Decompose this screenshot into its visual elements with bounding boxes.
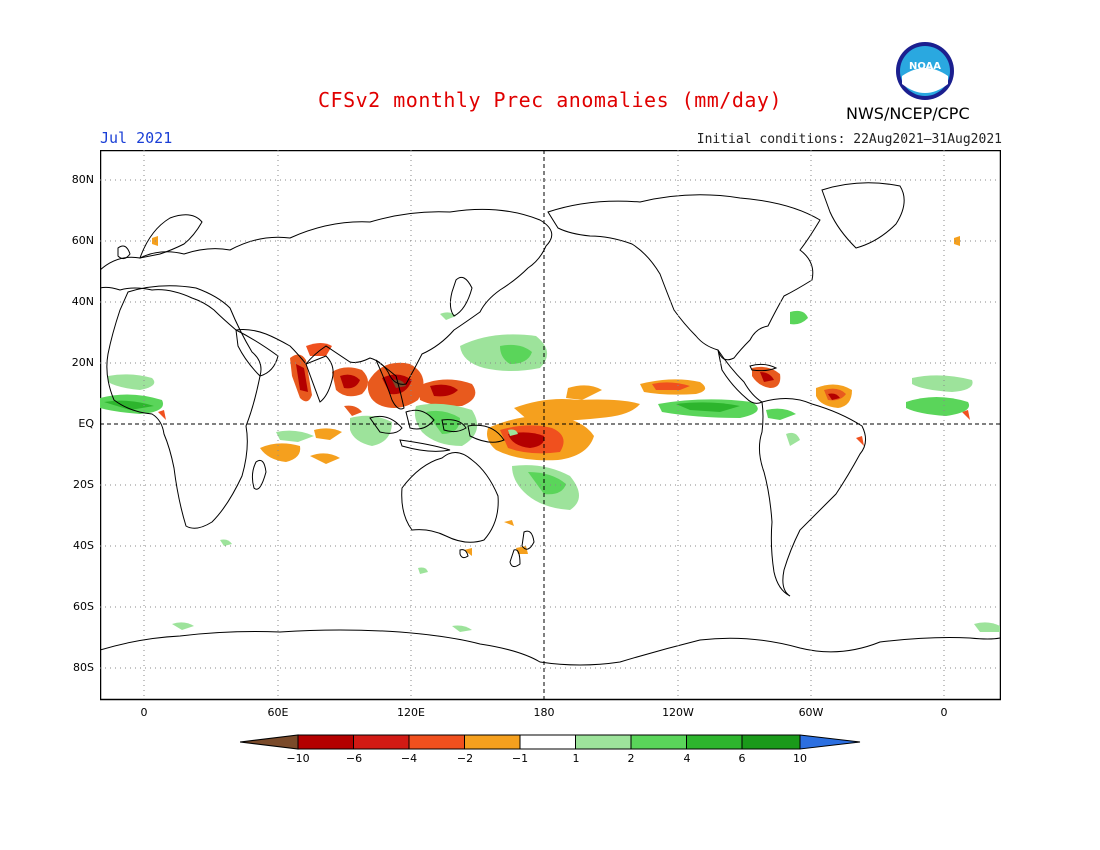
colorbar-bin — [519, 734, 576, 750]
noaa-logo-text: NOAA — [909, 61, 941, 72]
colorbar-label: 2 — [627, 752, 635, 765]
colorbar-label: −10 — [286, 752, 310, 765]
noaa-logo-icon: NOAA — [896, 42, 954, 100]
grid-lines — [100, 150, 1000, 700]
colorbar-label: −1 — [511, 752, 529, 765]
month-label: Jul 2021 — [100, 129, 173, 147]
colorbar-label: 4 — [683, 752, 691, 765]
lat-label-60s: 60S — [73, 600, 94, 613]
lat-label-eq: EQ — [78, 417, 94, 430]
colorbar — [240, 734, 861, 750]
lon-label-120e: 120E — [397, 706, 425, 719]
colorbar-label: −4 — [400, 752, 418, 765]
lat-label-20n: 20N — [71, 356, 94, 369]
colorbar-bin — [353, 734, 410, 750]
colorbar-bin — [686, 734, 743, 750]
precip-anomaly-map — [100, 150, 1001, 701]
colorbar-bin — [408, 734, 465, 750]
lon-label-180: 180 — [533, 706, 555, 719]
lat-label-60n: 60N — [71, 234, 94, 247]
lon-label-120w: 120W — [662, 706, 694, 719]
agency-label: NWS/NCEP/CPC — [846, 104, 970, 123]
colorbar-bin — [464, 734, 521, 750]
lat-label-40s: 40S — [73, 539, 94, 552]
lat-label-80n: 80N — [71, 173, 94, 186]
colorbar-bin — [741, 734, 801, 750]
colorbar-bin — [630, 734, 687, 750]
lon-label-60e: 60E — [267, 706, 289, 719]
anomaly-shading — [100, 236, 1000, 632]
map-title: CFSv2 monthly Prec anomalies (mm/day) — [317, 88, 783, 112]
colorbar-right-arrow — [799, 734, 861, 750]
colorbar-bin — [297, 734, 354, 750]
colorbar-label: 6 — [738, 752, 746, 765]
colorbar-label: −2 — [456, 752, 474, 765]
lon-label-0-east: 0 — [940, 706, 948, 719]
lat-label-80s: 80S — [73, 661, 94, 674]
colorbar-label: 1 — [572, 752, 580, 765]
colorbar-label: 10 — [793, 752, 807, 765]
lat-label-40n: 40N — [71, 295, 94, 308]
land-outlines — [100, 182, 1001, 666]
colorbar-left-arrow — [240, 734, 299, 750]
lon-label-0: 0 — [140, 706, 148, 719]
colorbar-bin — [575, 734, 632, 750]
lat-label-20s: 20S — [73, 478, 94, 491]
lon-label-60w: 60W — [798, 706, 824, 719]
initial-conditions-label: Initial conditions: 22Aug2021–31Aug2021 — [696, 132, 1002, 147]
colorbar-label: −6 — [345, 752, 363, 765]
